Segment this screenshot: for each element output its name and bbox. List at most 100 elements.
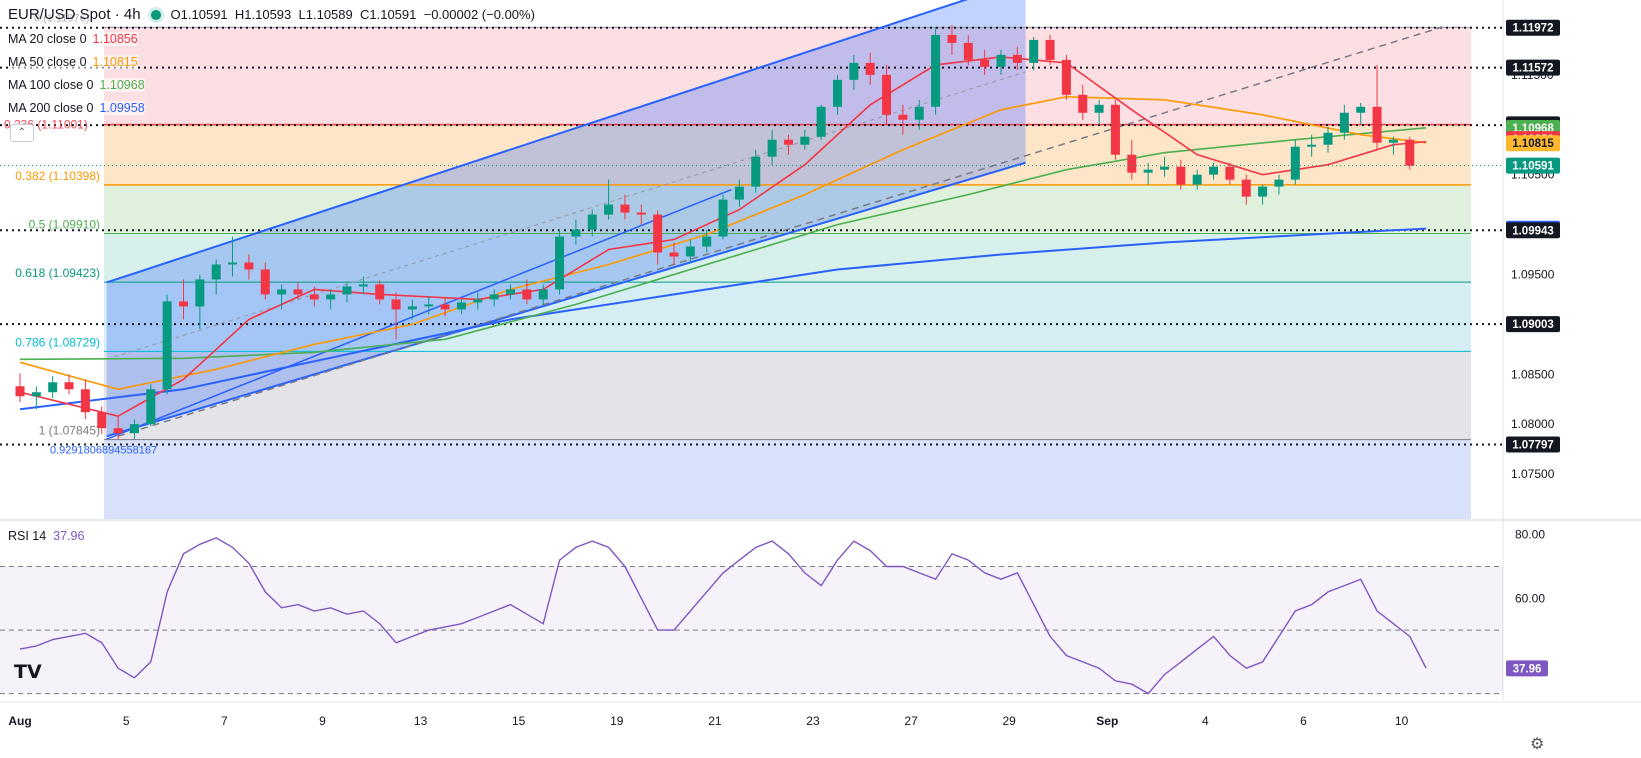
candle [620, 194, 630, 220]
candle-body [816, 106, 826, 137]
candle-body [620, 204, 630, 213]
candle-body [48, 382, 58, 393]
candle-body [146, 389, 156, 425]
candle-body [702, 236, 712, 247]
ma200-label: MA 200 close 0 [8, 101, 94, 115]
price-tick-label: 1.07500 [1511, 467, 1555, 481]
candle-body [1307, 144, 1317, 147]
candle [1307, 134, 1317, 157]
rsi-value-label: 37.96 [1513, 663, 1542, 675]
candle [162, 294, 172, 395]
candle [358, 276, 368, 295]
candle-body [1209, 166, 1219, 175]
candle [1176, 159, 1186, 190]
candle [800, 129, 810, 150]
candle-body [980, 59, 990, 67]
time-tick-label: 15 [512, 714, 526, 728]
candle-body [489, 294, 499, 300]
candle-body [538, 289, 548, 300]
ma200-legend[interactable]: MA 200 close 0 1.09958 [8, 101, 145, 115]
price-tag: 1.10815 [1506, 135, 1560, 152]
candle-body [1356, 106, 1366, 113]
candle [1160, 156, 1169, 177]
candle-body [1290, 146, 1300, 180]
candle [1339, 104, 1349, 140]
candle-body [1405, 139, 1415, 166]
collapse-legend-button[interactable]: ⌃ [10, 124, 34, 142]
candle [48, 376, 58, 399]
price-tick-label: 1.08500 [1511, 367, 1555, 381]
candle-body [718, 199, 728, 237]
fib-label-1: 1 (1.07845) [39, 424, 100, 438]
candle [15, 373, 25, 403]
candle [244, 254, 254, 280]
channel-mid-line [106, 71, 1026, 360]
ma100-value: 1.10968 [99, 78, 145, 92]
candle [604, 179, 614, 220]
price-tag: 1.07797 [1506, 436, 1560, 453]
price-tag: 1.11972 [1506, 19, 1560, 36]
candle [587, 209, 597, 237]
price-tag-bg [1506, 316, 1560, 333]
candle [996, 49, 1006, 75]
candle-body [375, 284, 385, 300]
ma50-legend[interactable]: MA 50 close 0 1.10815 [8, 55, 138, 69]
price-tag-bg [1506, 222, 1560, 239]
candle [538, 284, 548, 305]
rsi-line [19, 537, 1427, 695]
price-tag-bg [1506, 157, 1560, 174]
candle-body [653, 214, 663, 253]
candle-body [734, 186, 744, 200]
candle [898, 104, 908, 135]
candle [113, 416, 123, 440]
candle-body [80, 389, 90, 413]
candle-body [277, 289, 287, 295]
rsi-legend[interactable]: RSI 14 37.96 [8, 529, 84, 543]
price-tag-label: 1.09003 [1512, 319, 1554, 331]
candle-body [898, 114, 908, 120]
channel-upper-line [106, 0, 969, 284]
fib-zone-0.786 [104, 351, 1471, 440]
candle-body [1078, 94, 1088, 113]
candle [80, 379, 90, 420]
price-tag: 1.10591 [1506, 157, 1560, 174]
candle [391, 292, 401, 340]
candle [64, 374, 74, 395]
settings-gear-icon[interactable]: ⚙ [1530, 736, 1545, 753]
candle [947, 24, 957, 55]
fib-label-0.618: 0.618 (1.09423) [15, 266, 100, 280]
candle-body [342, 286, 352, 295]
candle [326, 289, 336, 310]
price-tag-label: 1.10815 [1512, 138, 1554, 150]
candle-body [800, 136, 810, 145]
candle [179, 279, 188, 320]
ma20-legend[interactable]: MA 20 close 0 1.10856 [8, 32, 138, 46]
candle-body [783, 139, 793, 145]
symbol-title[interactable]: EUR/USD Spot · 4h [8, 6, 141, 23]
candle-body [1192, 174, 1202, 185]
candle [146, 384, 156, 427]
fib-label-0.5: 0.5 (1.09910) [29, 218, 100, 232]
fib-zone-0.236 [104, 124, 1471, 185]
candle-body [555, 236, 565, 290]
candle-body [1176, 166, 1186, 185]
ma100-legend[interactable]: MA 100 close 0 1.10968 [8, 78, 145, 92]
candle-body [31, 392, 41, 397]
candle-body [996, 54, 1006, 67]
time-tick-label: 29 [1002, 714, 1016, 728]
candle-body [751, 156, 761, 187]
candle-body [1061, 59, 1071, 95]
candle-body [849, 62, 859, 80]
time-tick-label: 10 [1395, 714, 1409, 728]
candle [816, 104, 826, 140]
candle [1192, 169, 1202, 190]
candle-body [391, 299, 401, 310]
dashed-trend-line [117, 26, 1443, 437]
candle [571, 219, 581, 245]
candle-body [587, 214, 597, 230]
candle-body [833, 79, 842, 107]
candle-body [1241, 179, 1251, 197]
ma200-line [19, 227, 1427, 411]
ma50-line [19, 95, 1427, 391]
